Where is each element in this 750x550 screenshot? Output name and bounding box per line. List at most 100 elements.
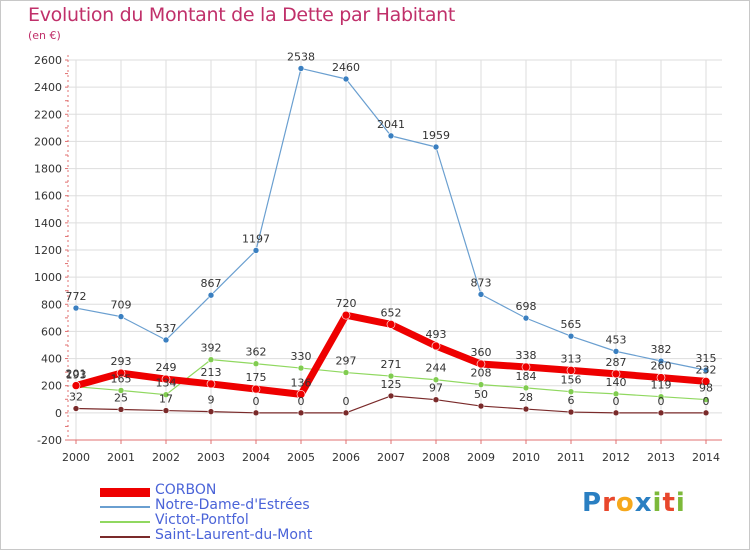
data-point [702, 366, 710, 374]
data-label: 201 [66, 368, 87, 381]
data-label: 32 [69, 391, 83, 404]
data-point [387, 392, 395, 400]
legend-label: Victot-Pontfol [155, 512, 249, 528]
data-label: 244 [426, 362, 447, 375]
data-point [162, 407, 170, 414]
y-tick-label: 1000 [34, 271, 62, 284]
data-point [432, 376, 440, 384]
data-label: 392 [201, 342, 222, 355]
logo-letter: i [652, 488, 663, 518]
data-point [702, 409, 710, 417]
data-label: 25 [114, 391, 128, 404]
series-corbon [71, 310, 711, 399]
data-label: 184 [516, 370, 537, 383]
data-label: 17 [159, 393, 173, 406]
x-tick-label: 2003 [197, 451, 225, 464]
data-label: 297 [336, 355, 357, 368]
x-tick-label: 2014 [692, 451, 720, 464]
data-label: 213 [201, 366, 222, 379]
x-tick-label: 2009 [467, 451, 495, 464]
x-tick-label: 2011 [557, 451, 585, 464]
data-label: 260 [651, 360, 672, 373]
data-point [567, 388, 575, 395]
data-label: 772 [66, 290, 87, 303]
data-point [387, 372, 395, 380]
logo-letter: r [602, 488, 616, 518]
data-label: 330 [291, 350, 312, 363]
data-point [522, 314, 530, 322]
data-label: 652 [381, 306, 402, 319]
data-label: 0 [658, 395, 665, 408]
data-point [432, 396, 440, 403]
data-point [117, 406, 125, 413]
y-tick-label: 1800 [34, 163, 62, 176]
legend-swatch [100, 506, 150, 508]
y-tick-label: 0 [55, 407, 62, 420]
x-tick-label: 2013 [647, 451, 675, 464]
x-tick-label: 2005 [287, 451, 315, 464]
y-tick-label: 2600 [34, 54, 62, 67]
data-label: 6 [568, 394, 575, 407]
y-tick-label: 400 [41, 353, 62, 366]
data-point [612, 390, 620, 398]
data-label: 2538 [287, 50, 315, 63]
data-point [251, 384, 261, 394]
x-tick-label: 2008 [422, 451, 450, 464]
data-label: 0 [613, 395, 620, 408]
data-point [207, 408, 215, 415]
data-label: 493 [426, 328, 447, 341]
data-label: 1959 [422, 129, 450, 142]
data-point [162, 336, 170, 344]
data-label: 97 [429, 382, 443, 395]
proxiti-logo: Proxiti [582, 488, 686, 518]
data-label: 360 [471, 346, 492, 359]
data-point [657, 357, 665, 365]
data-label: 453 [606, 333, 627, 346]
data-label: 28 [519, 391, 533, 404]
data-label: 362 [246, 346, 267, 359]
data-label: 271 [381, 358, 402, 371]
data-point [162, 391, 170, 398]
data-point [72, 405, 80, 412]
data-point [71, 381, 81, 390]
data-point [252, 409, 260, 417]
data-point [297, 65, 305, 72]
data-label: 338 [516, 349, 537, 362]
data-point [432, 143, 440, 151]
logo-letter: x [634, 488, 653, 518]
x-tick-label: 2010 [512, 451, 540, 464]
data-label: 1197 [242, 232, 270, 245]
data-label: 156 [561, 374, 582, 387]
data-point [341, 310, 351, 320]
data-label: 119 [651, 379, 672, 392]
legend-swatch [100, 521, 150, 523]
data-label: 134 [156, 377, 177, 390]
data-label: 315 [696, 352, 717, 365]
line-chart: -200020040060080010001200140016001800200… [34, 50, 722, 464]
series-saint-laurent-du-mont [72, 392, 710, 417]
logo-letter: t [662, 488, 676, 518]
data-point [252, 247, 260, 254]
data-point [72, 304, 80, 312]
data-point [657, 409, 665, 417]
data-point [611, 369, 621, 379]
legend-label: CORBON [155, 482, 217, 498]
x-tick-label: 2001 [107, 451, 135, 464]
y-tick-label: 200 [41, 380, 62, 393]
data-point [386, 320, 396, 329]
data-label: 140 [606, 376, 627, 389]
data-label: 2041 [377, 118, 405, 131]
data-point [342, 369, 350, 376]
data-point [701, 377, 711, 386]
data-point [342, 75, 350, 83]
data-label: 0 [703, 395, 710, 408]
data-point [342, 409, 350, 417]
series-lines [71, 65, 711, 417]
x-tick-label: 2006 [332, 451, 360, 464]
y-tick-label: -200 [37, 434, 62, 447]
data-point [476, 359, 486, 369]
data-point [612, 409, 620, 417]
data-label: 293 [111, 355, 132, 368]
data-point [297, 364, 305, 372]
chart-unit: (en €) [28, 29, 61, 42]
